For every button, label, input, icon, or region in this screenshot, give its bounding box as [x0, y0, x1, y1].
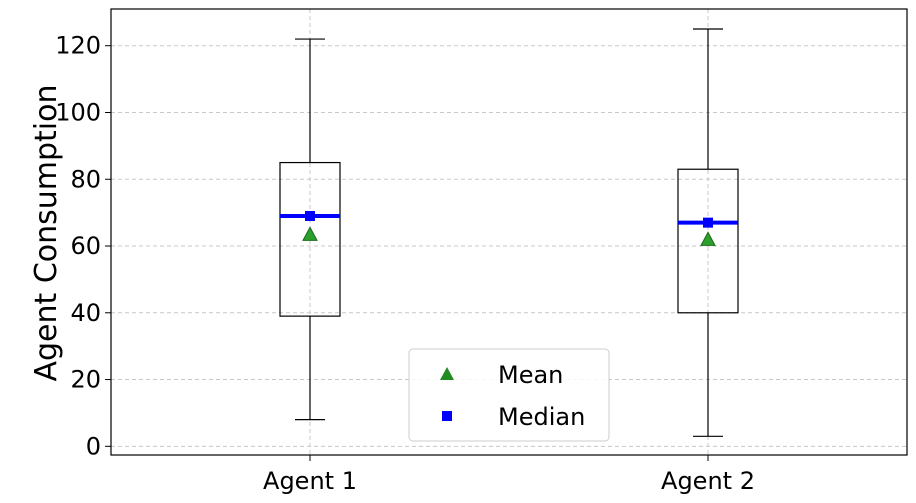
- legend: Mean Median: [408, 348, 610, 442]
- y-axis-ticks: 0 20 40 60 80 100 120: [55, 32, 111, 460]
- x-tick-label: Agent 1: [263, 467, 357, 495]
- box-iqr: [279, 161, 341, 317]
- y-tick-label: 60: [70, 232, 101, 260]
- legend-label: Median: [498, 403, 585, 431]
- box-1: [279, 38, 341, 421]
- box-2: [677, 28, 739, 437]
- median-marker: [703, 217, 713, 228]
- legend-frame: [408, 348, 610, 442]
- y-tick-label: 0: [86, 432, 101, 460]
- box-plot-series: [279, 28, 739, 437]
- y-tick-label: 80: [70, 165, 101, 193]
- y-tick-label: 120: [55, 32, 101, 60]
- x-axis-ticks: Agent 1 Agent 2: [263, 455, 755, 495]
- x-tick-label: Agent 2: [661, 467, 755, 495]
- legend-label: Mean: [498, 361, 563, 389]
- mean-marker: [700, 231, 716, 246]
- mean-marker: [302, 226, 318, 241]
- plot-area-frame: [110, 8, 908, 456]
- legend-mean-icon: [440, 367, 454, 380]
- legend-median-icon: [442, 411, 452, 421]
- median-marker: [305, 210, 315, 221]
- y-axis-label: Agent Consumption: [29, 84, 64, 381]
- y-tick-label: 40: [70, 299, 101, 327]
- y-tick-label: 20: [70, 366, 101, 394]
- box-iqr: [677, 168, 739, 314]
- y-tick-label: 100: [55, 98, 101, 126]
